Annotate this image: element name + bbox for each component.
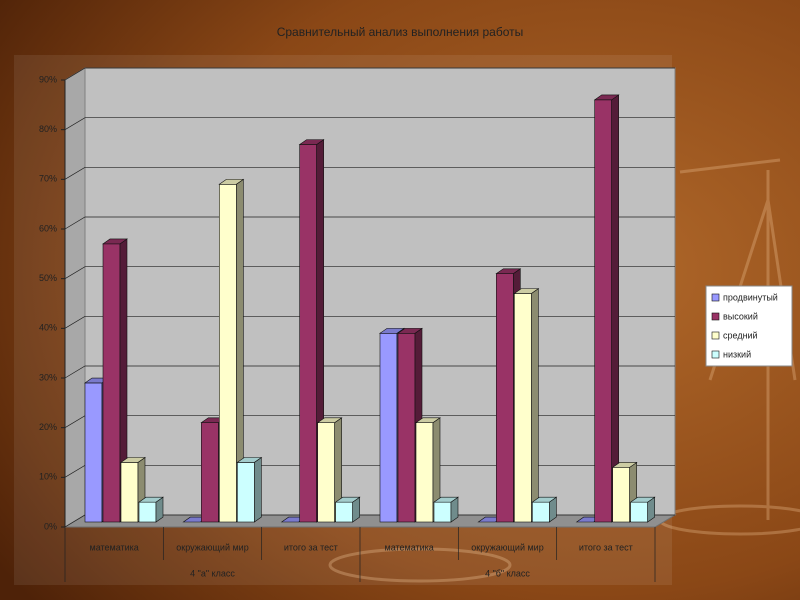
bar bbox=[433, 496, 459, 523]
bar-top bbox=[415, 417, 441, 423]
bar-front bbox=[532, 501, 550, 523]
y-tick-label: 0% bbox=[44, 521, 57, 531]
x-group-label: 4 "б" класс bbox=[485, 568, 530, 578]
bar-front bbox=[219, 183, 237, 523]
y-tick-label: 20% bbox=[39, 422, 57, 432]
bar-top bbox=[611, 462, 638, 468]
bar-side bbox=[611, 94, 619, 523]
legend-swatch bbox=[711, 350, 720, 359]
legend-label: средний bbox=[723, 330, 758, 340]
bar bbox=[593, 94, 620, 523]
bar bbox=[513, 288, 540, 523]
bar-top bbox=[513, 288, 540, 294]
bar bbox=[316, 417, 343, 523]
bar-top bbox=[379, 328, 405, 334]
bar-side bbox=[254, 456, 262, 523]
bar bbox=[218, 178, 245, 523]
legend-swatch bbox=[711, 293, 720, 302]
x-tick-label: математика bbox=[385, 542, 434, 552]
grid-line bbox=[64, 166, 675, 180]
y-tick-label: 40% bbox=[39, 323, 57, 333]
bar bbox=[629, 496, 656, 523]
y-tick-label: 10% bbox=[39, 472, 57, 482]
y-tick-label: 80% bbox=[39, 124, 57, 134]
bar-front bbox=[594, 99, 612, 523]
bar-side bbox=[531, 288, 539, 523]
grid-line bbox=[64, 67, 675, 81]
x-group-label: 4 "а" класс bbox=[190, 568, 235, 578]
legend-swatch bbox=[711, 331, 720, 340]
bar-top bbox=[120, 457, 146, 463]
grid-line bbox=[64, 266, 675, 279]
y-tick-label: 50% bbox=[39, 273, 57, 283]
legend-label: продвинутый bbox=[723, 292, 778, 302]
bar-top bbox=[495, 268, 522, 274]
grid-line bbox=[64, 365, 675, 379]
bar-top bbox=[102, 238, 128, 245]
grid-line bbox=[64, 216, 675, 230]
bar-front bbox=[415, 422, 434, 523]
legend-swatch bbox=[711, 312, 720, 321]
bar-front bbox=[496, 273, 514, 523]
bar-front bbox=[630, 501, 648, 523]
bar-top bbox=[218, 179, 245, 185]
bar bbox=[415, 417, 441, 523]
bar bbox=[236, 456, 263, 523]
bar-front bbox=[120, 462, 139, 523]
bar-front bbox=[102, 243, 121, 523]
legend-label: низкий bbox=[723, 349, 751, 359]
plot: 0% 10% 20% 30% 40% 50% 60% 70% 80% 90% математика о… bbox=[39, 67, 677, 582]
bar-top bbox=[298, 139, 325, 145]
grid-line bbox=[64, 315, 675, 329]
bar-front bbox=[433, 501, 452, 523]
y-tick-label: 60% bbox=[39, 223, 57, 233]
bar-front bbox=[379, 332, 398, 523]
x-tick-label: итого за тест bbox=[284, 542, 338, 552]
bar-top bbox=[593, 94, 620, 101]
bar bbox=[102, 238, 128, 523]
y-tick-label: 30% bbox=[39, 372, 57, 382]
x-tick-label: математика bbox=[90, 542, 139, 552]
bar-front bbox=[612, 467, 630, 523]
x-tick-label: итого за тест bbox=[579, 542, 633, 552]
side-wall bbox=[64, 67, 86, 528]
legend: продвинутый высокий средний низкий bbox=[705, 285, 793, 367]
bar bbox=[334, 496, 361, 523]
bar-top bbox=[334, 496, 361, 503]
bar-front bbox=[514, 293, 532, 523]
chart-title: Сравнительный анализ выполнения работы bbox=[277, 25, 524, 39]
bar-front bbox=[84, 382, 103, 523]
bar-front bbox=[299, 144, 317, 523]
bar-front bbox=[201, 422, 219, 523]
x-tick-label: окружающий мир bbox=[471, 542, 543, 552]
bar-top bbox=[629, 496, 656, 503]
bar-top bbox=[236, 457, 263, 463]
grid-line bbox=[64, 117, 675, 130]
y-tick-label: 70% bbox=[39, 174, 57, 184]
legend-box bbox=[705, 285, 793, 367]
bar bbox=[611, 461, 638, 523]
bar-front bbox=[335, 501, 353, 523]
bar bbox=[531, 496, 558, 523]
bar-front bbox=[317, 422, 335, 523]
bar-top bbox=[433, 496, 459, 503]
bar-front bbox=[397, 332, 416, 523]
bar-top bbox=[397, 328, 423, 334]
y-tick-label: 90% bbox=[39, 74, 57, 84]
bar-top bbox=[316, 417, 343, 423]
bar-front bbox=[138, 501, 157, 523]
bar bbox=[138, 496, 164, 523]
bar-top bbox=[531, 496, 558, 503]
x-tick-label: окружающий мир bbox=[176, 542, 248, 552]
bar-top bbox=[138, 496, 164, 503]
legend-label: высокий bbox=[723, 311, 758, 321]
bar-front bbox=[237, 462, 255, 523]
